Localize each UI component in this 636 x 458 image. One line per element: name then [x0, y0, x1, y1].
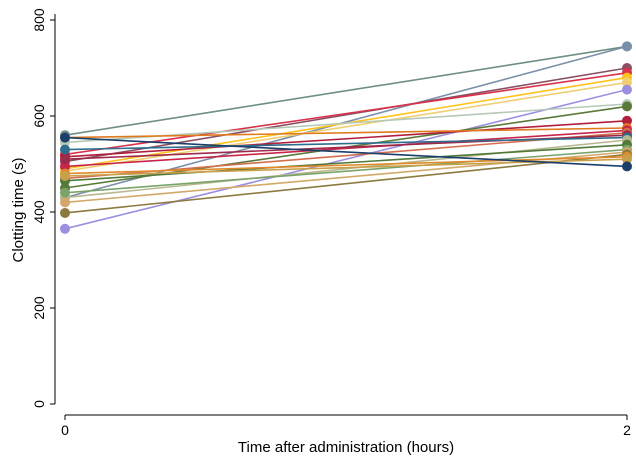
data-point — [60, 197, 70, 208]
data-point — [622, 115, 632, 126]
data-point — [622, 41, 632, 52]
series-line — [64, 67, 628, 163]
data-point — [60, 154, 70, 165]
y-tick-label: 800 — [31, 8, 47, 32]
y-axis-title: Clotting time (s) — [10, 157, 27, 262]
series-line — [64, 139, 628, 199]
data-point — [622, 84, 632, 95]
data-point — [60, 207, 70, 218]
series-lines — [64, 45, 628, 230]
axes-layer — [54, 14, 627, 416]
series-line — [64, 120, 628, 158]
series-line — [64, 81, 628, 172]
data-point — [60, 223, 70, 234]
series-markers — [60, 41, 632, 234]
data-point — [60, 144, 70, 155]
y-tick-label: 200 — [31, 296, 47, 320]
x-tick-label: 0 — [61, 422, 69, 438]
series-line — [64, 153, 628, 214]
series-layer — [60, 41, 632, 234]
data-point — [622, 77, 632, 88]
data-point — [60, 187, 70, 198]
series-line — [64, 88, 628, 230]
series-line — [64, 129, 628, 168]
series-line — [64, 144, 628, 182]
data-point — [60, 132, 70, 143]
y-tick-label: 600 — [31, 104, 47, 128]
series-line — [64, 72, 628, 156]
x-axis-title: Time after administration (hours) — [238, 439, 454, 456]
series-line — [64, 136, 628, 151]
x-tick-label: 2 — [623, 422, 631, 438]
ticks-layer: 0 200 400 600 800 0 2 — [31, 8, 631, 438]
series-line — [64, 136, 628, 168]
data-point — [60, 161, 70, 172]
series-line — [64, 127, 628, 139]
series-line — [64, 156, 628, 175]
y-tick-label: 400 — [31, 200, 47, 224]
series-line — [64, 148, 628, 194]
series-line — [64, 45, 628, 136]
data-point — [622, 101, 632, 112]
y-tick-label: 0 — [31, 400, 47, 408]
data-point — [60, 171, 70, 181]
data-point — [622, 154, 632, 165]
data-point — [622, 161, 632, 172]
